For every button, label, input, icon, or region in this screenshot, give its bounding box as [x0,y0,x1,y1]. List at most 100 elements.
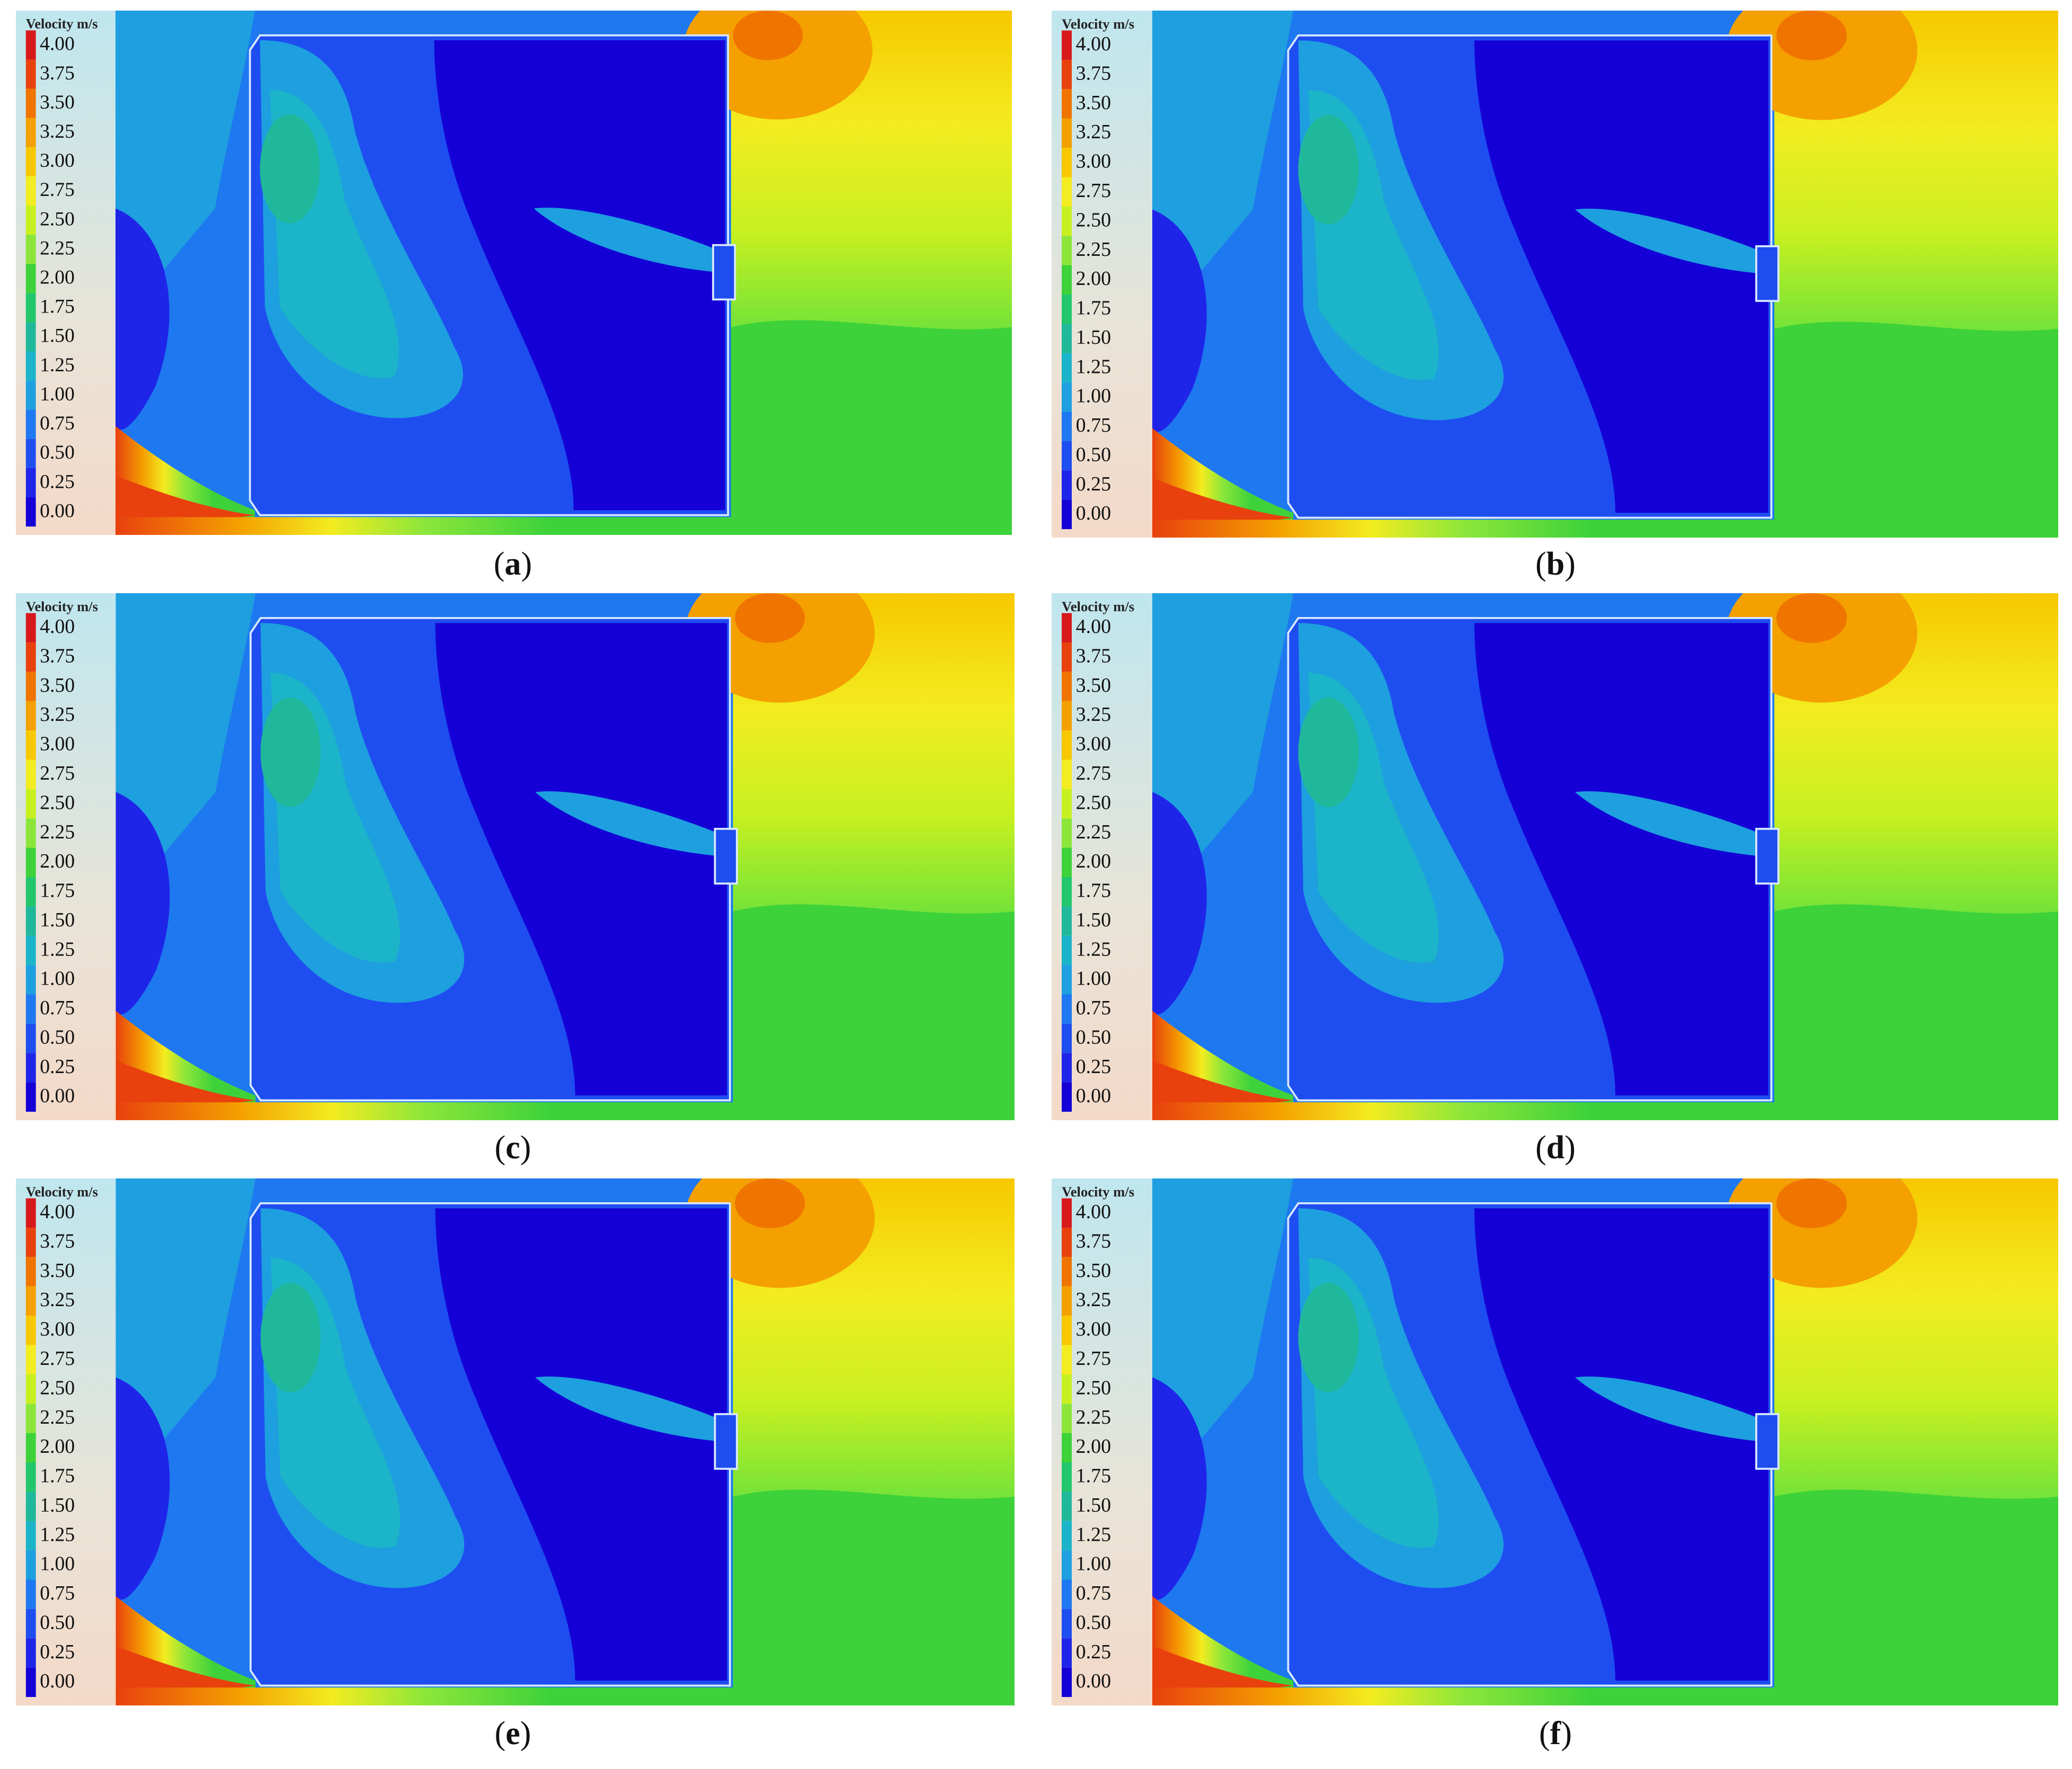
legend-tick-label: 3.00 [40,150,75,172]
legend-swatch [1062,382,1072,412]
legend-tick-label: 0.25 [1076,1641,1111,1663]
legend-swatch [25,409,36,439]
legend-tick-label: 1.00 [1076,1553,1111,1575]
legend-swatch [25,672,36,701]
legend-tick-label: 0.75 [1076,997,1111,1019]
legend-swatch [1062,499,1072,530]
legend-swatch [25,613,36,642]
legend-tick-label: 3.75 [1076,62,1111,85]
legend-tick-label: 2.75 [40,179,75,201]
legend-swatch [25,1638,36,1668]
legend-tick-label: 2.75 [1076,1347,1111,1370]
legend-swatch [25,293,36,323]
legend-tick-label: 2.00 [40,850,75,872]
legend-tick-label: 0.00 [40,1670,75,1692]
legend-swatch [1062,148,1072,177]
legend-tick-label: 1.50 [40,909,75,931]
legend-tick-label: 3.25 [1076,1289,1111,1311]
legend-swatch [1062,1198,1072,1228]
legend-tick-label: 0.00 [40,500,75,522]
legend-swatch [1062,236,1072,265]
legend-tick-label: 0.75 [1076,414,1111,436]
legend-swatch [25,1462,36,1492]
legend-swatch [25,906,36,936]
legend-tick-label: 1.25 [40,938,75,960]
legend-tick-label: 1.50 [1076,326,1111,349]
legend-swatch [1062,1638,1072,1668]
legend-swatch [25,847,36,877]
legend-tick-label: 0.00 [40,1085,75,1107]
legend-tick-label: 3.50 [40,92,75,113]
legend-tick-label: 2.25 [40,1406,75,1428]
legend-swatch [25,935,36,966]
velocity-contour-plot: Velocity m/s4.00 3.75 3.50 3.25 3.00 2.75 2.50… [16,593,1015,1120]
legend-swatch [1062,177,1072,207]
legend-tick-label: 2.25 [1076,821,1111,843]
panel-e: Velocity m/s 4.00 3.75 3.50 3.25 3.00 2.75 2.50… [16,1178,1015,1705]
legend-swatch [25,468,36,498]
legend-tick-label: 3.75 [40,1230,75,1253]
legend-tick-label: 0.75 [40,997,75,1019]
legend-tick-label: 1.00 [40,383,75,405]
legend-tick-label: 2.25 [1076,1406,1111,1428]
legend-swatch [1062,1316,1072,1345]
legend-tick-label: 1.00 [1076,968,1111,990]
legend-tick-label: 1.00 [40,968,75,990]
velocity-contour-plot: Velocity m/s4.00 3.75 3.50 3.25 3.00 2.75 2.50… [16,1178,1015,1705]
legend-tick-label: 2.50 [1076,792,1111,814]
legend-tick-label: 3.25 [40,1289,75,1311]
legend-tick-label: 3.25 [1076,703,1111,726]
legend-tick-label: 3.00 [40,733,75,755]
legend-swatch [25,1257,36,1286]
legend-swatch [25,1023,36,1053]
velocity-contour-plot: Velocity m/s4.00 3.75 3.50 3.25 3.00 2.75 2.50… [16,11,1012,535]
legend-swatch [25,1345,36,1374]
legend-tick-label: 3.25 [1076,121,1111,143]
velocity-contour-plot: Velocity m/s4.00 3.75 3.50 3.25 3.00 2.75 2.50… [1052,593,2058,1120]
legend-swatch [1062,642,1072,672]
legend-swatch [25,730,36,760]
legend-swatch [1062,818,1072,848]
legend-tick-label: 3.75 [1076,645,1111,667]
legend-swatch [1062,672,1072,701]
legend-tick-label: 0.50 [40,1026,75,1049]
legend-tick-label: 0.50 [1076,1026,1111,1049]
legend-tick-label: 0.75 [1076,1582,1111,1604]
legend-swatch [25,147,36,176]
legend-tick-label: 2.00 [1076,850,1111,872]
legend-swatch [25,642,36,672]
panel-b: Velocity m/s 4.00 3.75 3.50 3.25 3.00 2.75 2.50… [1052,11,2058,538]
legend-swatch [25,1550,36,1580]
panel-a: Velocity m/s 4.00 3.75 3.50 3.25 3.00 2.75 2.50… [16,11,1012,535]
legend-swatch [1062,265,1072,294]
legend-tick-label: 1.50 [40,1494,75,1516]
caption-f: (f) [1539,1716,1572,1752]
legend-swatch [1062,206,1072,236]
legend-tick-label: 2.75 [40,762,75,784]
legend-swatch [1062,1286,1072,1316]
panel-d: Velocity m/s 4.00 3.75 3.50 3.25 3.00 2.75 2.50… [1052,593,2058,1120]
legend-tick-label: 1.75 [1076,1465,1111,1487]
legend-tick-label: 4.00 [1076,33,1111,55]
legend-tick-label: 0.00 [1076,1085,1111,1107]
legend-tick-label: 4.00 [40,1201,75,1223]
legend-swatch [25,965,36,995]
legend-swatch [1062,1023,1072,1053]
caption-e: (e) [494,1716,531,1752]
legend-swatch [1062,906,1072,936]
legend-tick-label: 3.75 [40,62,75,84]
legend-swatch [25,1316,36,1345]
legend-swatch [1062,441,1072,471]
caption-a: (a) [493,546,532,582]
legend-tick-label: 2.25 [40,821,75,843]
legend-swatch [25,789,36,819]
panel-c: Velocity m/s 4.00 3.75 3.50 3.25 3.00 2.75 2.50… [16,593,1015,1120]
legend-swatch [25,877,36,907]
legend-swatch [1062,701,1072,731]
legend-tick-label: 2.75 [40,1347,75,1370]
legend-tick-label: 4.00 [1076,615,1111,638]
legend-tick-label: 1.75 [40,1465,75,1487]
legend-swatch [1062,1227,1072,1257]
legend-tick-label: 3.00 [1076,150,1111,173]
legend-swatch [25,1082,36,1112]
